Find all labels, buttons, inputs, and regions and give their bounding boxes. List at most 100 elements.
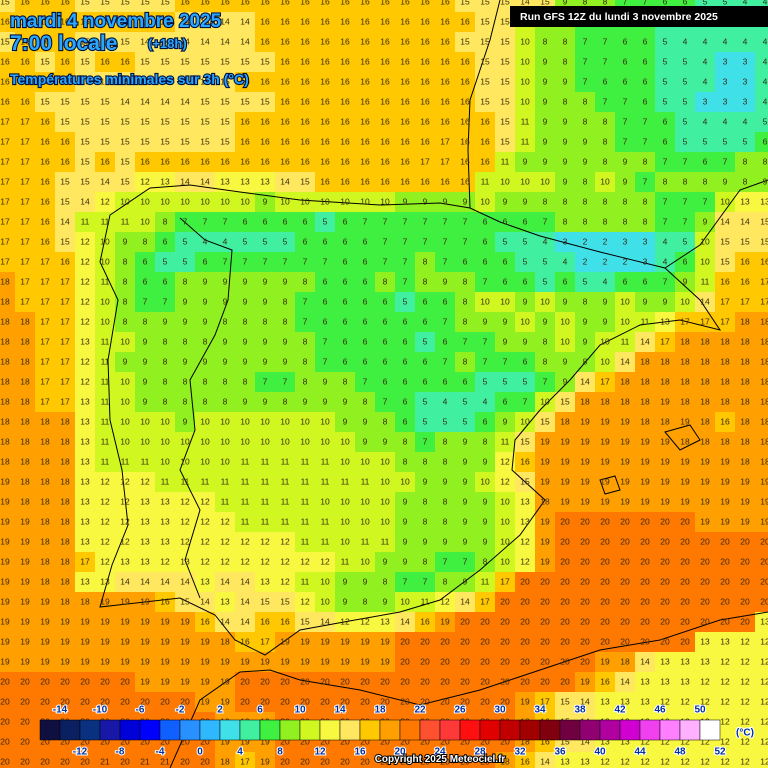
temperature-value: 18: [640, 396, 650, 406]
temperature-cell: [555, 232, 575, 252]
legend-label: 48: [674, 747, 686, 758]
temperature-value: 10: [500, 516, 510, 526]
temperature-cell: [195, 72, 215, 92]
temperature-cell: [415, 512, 435, 532]
temperature-cell: [595, 112, 615, 132]
temperature-value: 15: [160, 0, 170, 6]
temperature-cell: [615, 52, 635, 72]
temperature-value: 17: [20, 276, 30, 286]
temperature-value: 18: [580, 396, 590, 406]
temperature-cell: [515, 492, 535, 512]
temperature-value: 9: [263, 336, 268, 346]
temperature-value: 9: [263, 276, 268, 286]
temperature-value: 10: [500, 496, 510, 506]
temperature-cell: [595, 192, 615, 212]
temperature-cell: [535, 192, 555, 212]
temperature-value: 18: [540, 496, 550, 506]
temperature-value: 16: [280, 56, 290, 66]
temperature-value: 15: [760, 216, 768, 226]
temperature-value: 14: [140, 576, 150, 586]
temperature-cell: [55, 312, 75, 332]
temperature-value: 15: [500, 76, 510, 86]
temperature-value: 5: [763, 116, 768, 126]
temperature-cell: [355, 472, 375, 492]
temperature-value: 15: [300, 616, 310, 626]
temperature-value: 16: [420, 36, 430, 46]
temperature-value: 19: [120, 616, 130, 626]
temperature-value: 20: [640, 596, 650, 606]
temperature-cell: [255, 172, 275, 192]
temperature-value: 4: [683, 36, 688, 46]
temperature-value: 19: [380, 656, 390, 666]
temperature-value: 20: [580, 536, 590, 546]
temperature-cell: [555, 572, 575, 592]
temperature-cell: [515, 52, 535, 72]
temperature-value: 7: [583, 76, 588, 86]
temperature-cell: [495, 252, 515, 272]
temperature-value: 20: [560, 536, 570, 546]
temperature-value: 9: [343, 416, 348, 426]
temperature-value: 10: [160, 456, 170, 466]
temperature-cell: [235, 492, 255, 512]
temperature-cell: [15, 0, 35, 12]
legend-swatch: [339, 719, 361, 741]
temperature-cell: [475, 0, 495, 12]
temperature-value: 9: [563, 156, 568, 166]
temperature-value: 15: [120, 136, 130, 146]
temperature-value: 20: [700, 556, 710, 566]
temperature-value: 20: [0, 736, 10, 746]
temperature-value: 4: [703, 56, 708, 66]
temperature-value: 13: [520, 516, 530, 526]
temperature-cell: [575, 392, 595, 412]
temperature-cell: [535, 152, 555, 172]
temperature-value: 10: [520, 36, 530, 46]
temperature-cell: [255, 492, 275, 512]
temperature-value: 12: [80, 376, 90, 386]
temperature-cell: [335, 272, 355, 292]
temperature-cell: [415, 172, 435, 192]
temperature-value: 20: [560, 576, 570, 586]
temperature-cell: [515, 252, 535, 272]
temperature-value: 6: [423, 356, 428, 366]
temperature-value: 19: [180, 636, 190, 646]
temperature-value: 20: [40, 756, 50, 766]
temperature-value: 18: [220, 756, 230, 766]
temperature-cell: [715, 532, 735, 552]
temperature-cell: [675, 212, 695, 232]
temperature-value: 16: [60, 0, 70, 6]
temperature-cell: [735, 312, 755, 332]
temperature-value: 8: [243, 316, 248, 326]
temperature-value: 17: [20, 196, 30, 206]
temperature-value: 7: [603, 56, 608, 66]
temperature-cell: [355, 572, 375, 592]
temperature-cell: [455, 372, 475, 392]
temperature-value: 7: [663, 216, 668, 226]
temperature-value: 14: [620, 356, 630, 366]
temperature-value: 20: [600, 536, 610, 546]
temperature-value: 20: [760, 556, 768, 566]
temperature-value: 7: [543, 376, 548, 386]
temperature-value: 11: [261, 456, 270, 466]
temperature-cell: [735, 172, 755, 192]
temperature-cell: [215, 92, 235, 112]
temperature-value: 16: [380, 156, 390, 166]
temperature-cell: [295, 292, 315, 312]
temperature-value: 8: [443, 516, 448, 526]
temperature-cell: [655, 532, 675, 552]
temperature-value: 20: [720, 596, 730, 606]
temperature-value: 7: [183, 216, 188, 226]
temperature-value: 16: [380, 76, 390, 86]
temperature-cell: [335, 172, 355, 192]
temperature-value: 10: [180, 196, 190, 206]
temperature-cell: [455, 532, 475, 552]
temperature-cell: [215, 212, 235, 232]
temperature-cell: [75, 432, 95, 452]
temperature-cell: [335, 72, 355, 92]
temperature-value: 10: [200, 456, 210, 466]
temperature-value: 16: [400, 36, 410, 46]
temperature-value: 4: [743, 116, 748, 126]
temperature-cell: [375, 72, 395, 92]
temperature-value: 20: [480, 636, 490, 646]
temperature-value: 13: [600, 696, 610, 706]
temperature-cell: [295, 512, 315, 532]
